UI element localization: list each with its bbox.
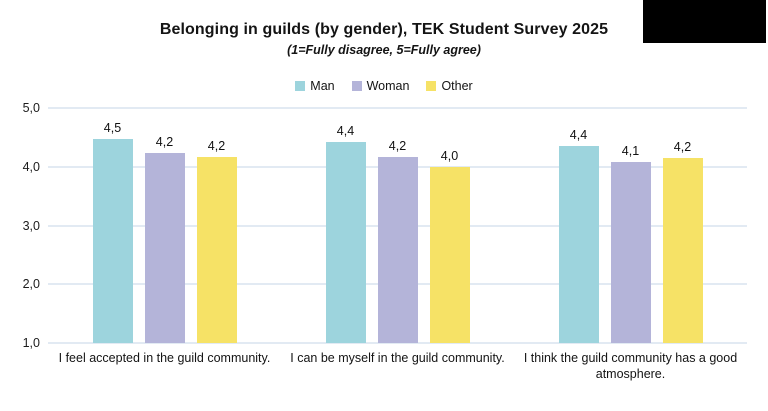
bar-woman: 4,2	[144, 135, 185, 343]
legend-label: Other	[441, 79, 473, 93]
legend-swatch-other	[426, 81, 437, 91]
gridline	[48, 107, 747, 109]
bar-group: 4,5 4,2 4,2	[48, 108, 281, 343]
legend-item-other: Other	[426, 79, 473, 93]
legend-item-man: Man	[295, 79, 335, 93]
bar-value-label: 4,2	[207, 139, 226, 154]
bar-woman: 4,2	[377, 139, 418, 343]
bar-man: 4,4	[558, 128, 599, 343]
y-tick-label: 4,0	[22, 159, 40, 174]
bar-other: 4,0	[429, 149, 470, 343]
legend-swatch-woman	[351, 81, 362, 91]
legend-label: Woman	[366, 79, 410, 93]
bar-value-label: 4,2	[388, 138, 407, 153]
chart-subtitle: (1=Fully disagree, 5=Fully agree)	[287, 43, 481, 57]
x-category-label: I can be myself in the guild community.	[290, 351, 505, 365]
bar-value-label: 4,4	[569, 127, 588, 142]
y-tick-label: 3,0	[22, 218, 40, 233]
bar-value-label: 4,1	[621, 144, 640, 158]
bar-man: 4,4	[325, 124, 366, 343]
chart-title: Belonging in guilds (by gender), TEK Stu…	[159, 21, 609, 38]
bar-group: 4,4 4,2 4,0	[281, 108, 514, 343]
y-tick-label: 5,0	[22, 101, 40, 115]
bar-man: 4,5	[92, 121, 133, 343]
y-tick-label: 1,0	[22, 336, 40, 350]
y-tick-label: 2,0	[22, 277, 40, 292]
bar-value-label: 4,2	[155, 135, 174, 150]
bar-group: 4,4 4,1 4,2	[514, 108, 747, 343]
gridline	[48, 342, 747, 344]
redacted-logo-box	[643, 0, 766, 43]
x-category-label: I think the guild community has a good a…	[523, 351, 738, 381]
bar-woman: 4,1	[610, 144, 651, 343]
bar-other: 4,2	[196, 139, 237, 343]
bar-value-label: 4,2	[673, 139, 692, 154]
legend-label: Man	[310, 79, 335, 93]
legend: Man Woman Other	[0, 79, 768, 93]
legend-item-woman: Woman	[351, 79, 410, 93]
plot-area: 1,0 2,0 3,0 4,0 5,0 4,5 4,2 4,2 4,4 4,2 4,0 4,4 4,1 4…	[23, 101, 747, 350]
bar-value-label: 4,0	[440, 148, 459, 163]
legend-swatch-man	[295, 81, 306, 91]
bar-value-label: 4,5	[103, 121, 122, 136]
x-category-label: I feel accepted in the guild community.	[58, 351, 271, 365]
bar-other: 4,2	[662, 140, 703, 343]
bar-value-label: 4,4	[336, 124, 355, 139]
